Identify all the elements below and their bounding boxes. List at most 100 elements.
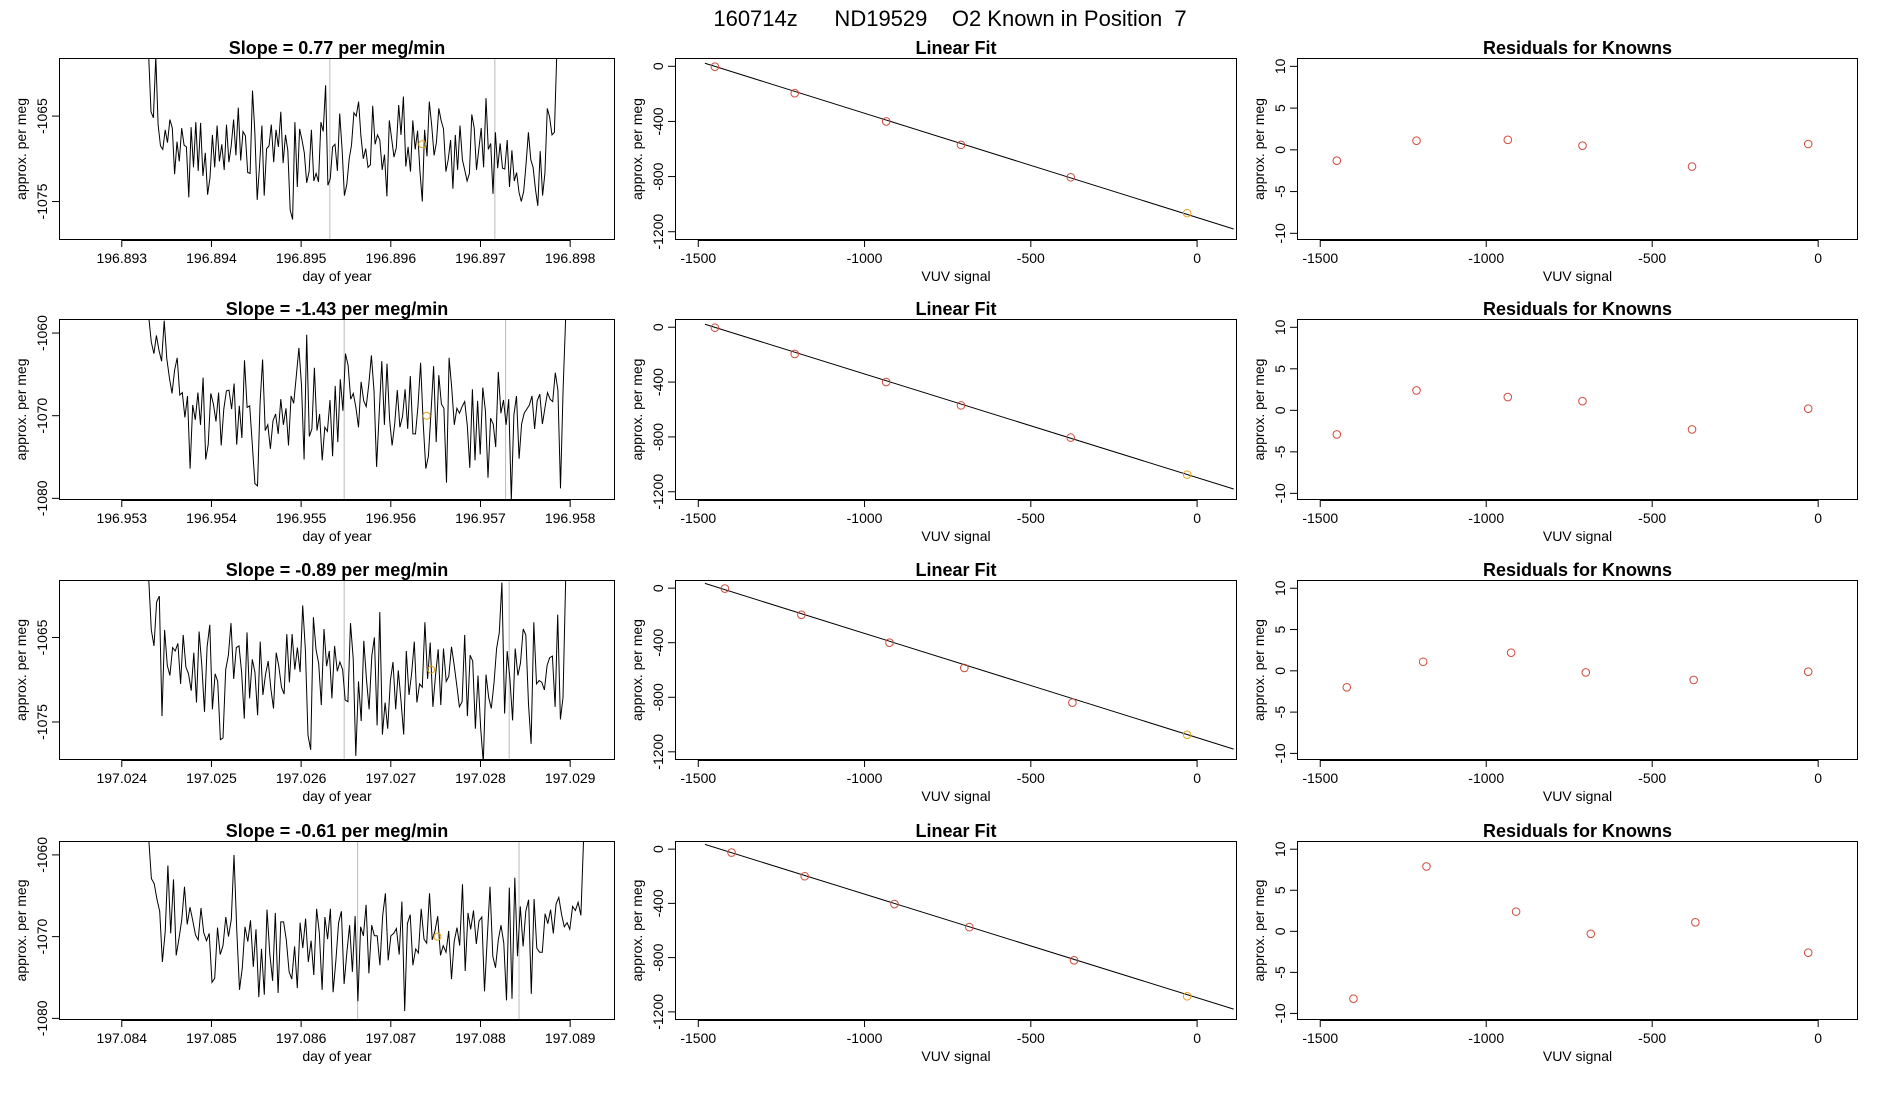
x-tick-label: -500	[1638, 510, 1666, 526]
x-tick-label: 197.085	[186, 1030, 237, 1046]
x-tick-label: 197.087	[366, 1030, 417, 1046]
x-tick-label: 0	[1814, 1030, 1822, 1046]
plot-area	[704, 62, 1234, 230]
fit-line	[704, 582, 1234, 750]
y-tick-label: -1080	[34, 1000, 50, 1036]
plot-frame	[675, 58, 1237, 240]
x-tick-label: -1000	[847, 510, 883, 526]
x-tick-label: 197.029	[545, 770, 596, 786]
residual-point	[1503, 392, 1513, 402]
data-point	[1068, 698, 1077, 708]
residual-point	[1687, 425, 1697, 434]
data-point	[1182, 470, 1192, 479]
y-tick-label: 0	[650, 62, 666, 70]
x-tick-label: 197.027	[366, 770, 417, 786]
mean-marker	[427, 665, 436, 674]
residual-point	[1511, 907, 1521, 916]
plot-frame	[59, 319, 615, 500]
panel-title: Linear Fit	[915, 560, 996, 580]
data-point	[800, 871, 809, 881]
y-tick-label: -10	[1272, 223, 1288, 243]
residual-point	[1687, 162, 1697, 171]
panel-ts-2: Slope = -1.43 per meg/min 196.953 196.954 1…	[13, 299, 615, 544]
panel-title: Slope = -0.89 per meg/min	[226, 560, 449, 580]
y-tick-label: -1060	[34, 315, 50, 351]
x-tick-label: -500	[1638, 250, 1666, 266]
y-tick-label: -5	[1272, 445, 1288, 458]
y-tick-label: -800	[650, 423, 666, 451]
x-tick-label: -1500	[1302, 770, 1338, 786]
data-point	[881, 117, 891, 126]
data-point	[960, 663, 969, 673]
x-tick-label: 196.897	[455, 250, 506, 266]
residual-point	[1332, 430, 1342, 439]
panel-title: Residuals for Knowns	[1483, 560, 1672, 580]
x-axis-label: VUV signal	[921, 268, 990, 284]
y-tick-label: 10	[1272, 841, 1288, 857]
fit-line	[704, 323, 1234, 490]
y-tick-label: -5	[1272, 966, 1288, 979]
residual-point	[1503, 135, 1513, 145]
y-tick-label: 0	[1272, 927, 1288, 935]
x-tick-label: -1500	[680, 510, 716, 526]
residual-point	[1578, 141, 1587, 150]
y-tick-label: -5	[1272, 706, 1288, 719]
y-tick-label: -1200	[650, 474, 666, 510]
residual-point	[1422, 862, 1431, 871]
panel-ts-1: Slope = 0.77 per meg/min 196.893 196.894 19…	[13, 38, 615, 284]
x-tick-label: -1000	[847, 770, 883, 786]
residual-point	[1412, 136, 1421, 145]
x-tick-label: 0	[1193, 250, 1201, 266]
data-point	[790, 349, 800, 359]
plot-frame	[675, 319, 1237, 500]
x-axis-label: VUV signal	[1543, 268, 1612, 284]
plot-area	[1332, 386, 1813, 439]
mean-marker	[433, 932, 442, 941]
plot-area	[1342, 648, 1813, 692]
residual-point	[1803, 139, 1813, 149]
y-axis-label: approx. per meg	[13, 359, 29, 461]
plot-area	[148, 841, 585, 1020]
residual-point	[1349, 994, 1358, 1003]
residual-point	[1418, 657, 1428, 667]
x-tick-label: -1500	[1302, 1030, 1338, 1046]
x-tick-label: 196.954	[186, 510, 237, 526]
y-tick-label: -5	[1272, 185, 1288, 198]
residual-point	[1803, 948, 1813, 957]
y-tick-label: 0	[650, 323, 666, 331]
mean-marker	[418, 140, 427, 149]
y-tick-label: -1070	[34, 398, 50, 434]
x-axis-label: VUV signal	[921, 1048, 990, 1064]
x-tick-label: -500	[1017, 1030, 1045, 1046]
y-tick-label: -400	[650, 368, 666, 396]
x-tick-label: -1500	[1302, 510, 1338, 526]
data-point	[727, 848, 736, 857]
x-tick-label: -1500	[680, 1030, 716, 1046]
y-tick-label: 10	[1272, 580, 1288, 596]
x-tick-label: 197.084	[96, 1030, 147, 1046]
data-point	[710, 62, 720, 71]
figure-title: 160714z ND19529 O2 Known in Position 7	[713, 6, 1186, 31]
panel-ts-4: Slope = -0.61 per meg/min 197.084 197.085 1…	[13, 821, 615, 1064]
fit-line	[704, 843, 1234, 1010]
y-axis-label: approx. per meg	[13, 880, 29, 982]
x-tick-label: 197.086	[276, 1030, 327, 1046]
residual-point	[1691, 917, 1700, 927]
y-axis-label: approx. per meg	[1251, 359, 1267, 461]
fit-line	[704, 62, 1234, 230]
y-tick-label: -400	[650, 889, 666, 917]
plot-frame	[1297, 580, 1858, 760]
x-tick-label: 196.893	[96, 250, 147, 266]
y-tick-label: 5	[1272, 365, 1288, 373]
plot-frame	[59, 580, 615, 760]
y-axis-label: approx. per meg	[629, 359, 645, 461]
signal-trace	[148, 319, 567, 500]
x-tick-label: 196.896	[366, 250, 417, 266]
plot-area	[1332, 135, 1813, 171]
panel-title: Linear Fit	[915, 821, 996, 841]
x-tick-label: -1000	[847, 1030, 883, 1046]
residual-point	[1586, 929, 1596, 939]
data-point	[890, 899, 899, 909]
data-point	[1066, 172, 1076, 182]
